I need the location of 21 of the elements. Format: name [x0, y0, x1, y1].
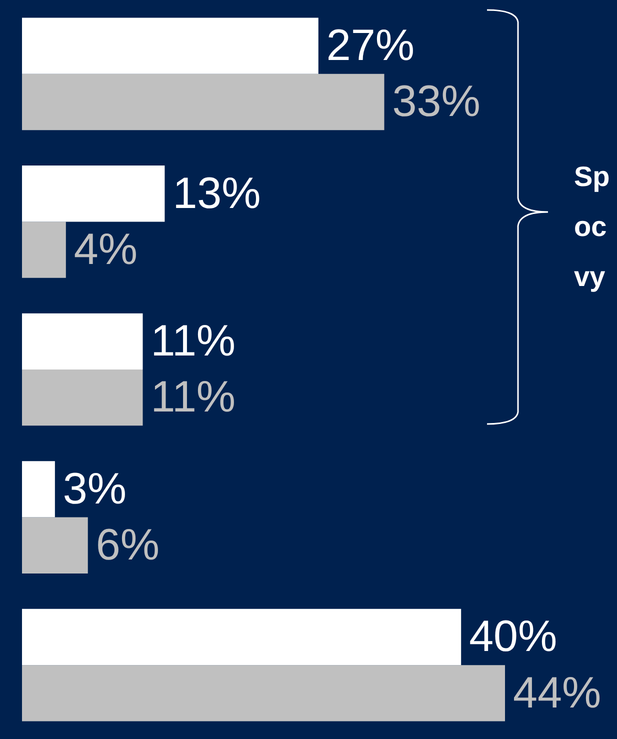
bar [22, 370, 143, 426]
data-label: 11% [150, 372, 236, 422]
data-label: 3% [62, 464, 127, 514]
data-label: 44% [513, 668, 602, 718]
bar [22, 665, 505, 722]
bar [22, 461, 55, 518]
bar [22, 517, 88, 574]
data-label: 13% [172, 168, 261, 218]
bar [22, 608, 462, 666]
text: Sp oc vy [574, 160, 611, 294]
data-label: 4% [74, 224, 138, 274]
data-label: 33% [392, 77, 480, 126]
data-label: 40% [469, 612, 558, 662]
bar [22, 222, 66, 278]
data-label: 27% [326, 20, 414, 70]
bar [22, 18, 318, 74]
bar [22, 74, 384, 130]
bar [22, 166, 165, 222]
bar [22, 313, 143, 370]
data-label: 6% [96, 520, 160, 570]
data-label: 11% [150, 316, 236, 366]
